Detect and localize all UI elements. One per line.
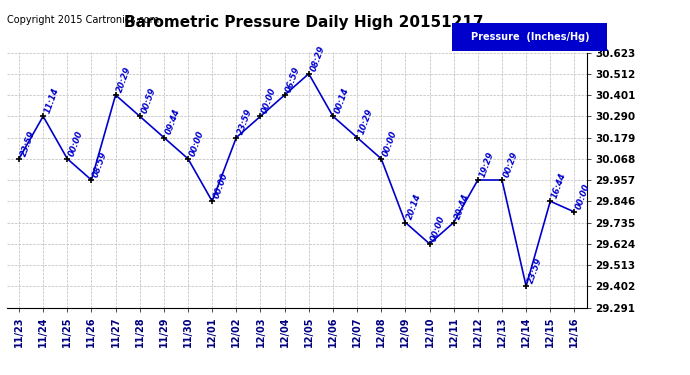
Text: 00:59: 00:59	[139, 86, 157, 115]
Text: 16:44: 16:44	[551, 171, 568, 200]
Text: Pressure  (Inches/Hg): Pressure (Inches/Hg)	[471, 32, 589, 42]
Text: 20:29: 20:29	[115, 65, 133, 93]
Text: 06:59: 06:59	[284, 65, 302, 93]
Text: 09:44: 09:44	[164, 108, 181, 136]
Text: 00:00: 00:00	[574, 182, 592, 210]
Text: 11:14: 11:14	[43, 86, 61, 115]
Text: 23:59: 23:59	[526, 256, 544, 285]
Text: 23:59: 23:59	[19, 129, 37, 157]
Text: 08:59: 08:59	[91, 150, 109, 178]
Text: 00:00: 00:00	[188, 129, 206, 157]
Text: 00:00: 00:00	[429, 214, 447, 242]
Text: 08:29: 08:29	[308, 44, 326, 72]
Text: 10:29: 10:29	[357, 108, 375, 136]
Text: 19:29: 19:29	[477, 150, 495, 178]
Text: 00:14: 00:14	[333, 86, 351, 115]
Text: 00:00: 00:00	[213, 171, 230, 200]
Text: 00:00: 00:00	[381, 129, 399, 157]
Text: 00:00: 00:00	[68, 129, 85, 157]
Text: 00:29: 00:29	[502, 150, 520, 178]
Text: 20:44: 20:44	[454, 193, 471, 221]
Text: 00:00: 00:00	[261, 86, 278, 115]
Text: 20:14: 20:14	[406, 193, 423, 221]
Text: Barometric Pressure Daily High 20151217: Barometric Pressure Daily High 20151217	[124, 15, 484, 30]
Text: 23:59: 23:59	[236, 108, 254, 136]
Text: Copyright 2015 Cartronics.com: Copyright 2015 Cartronics.com	[7, 15, 159, 25]
